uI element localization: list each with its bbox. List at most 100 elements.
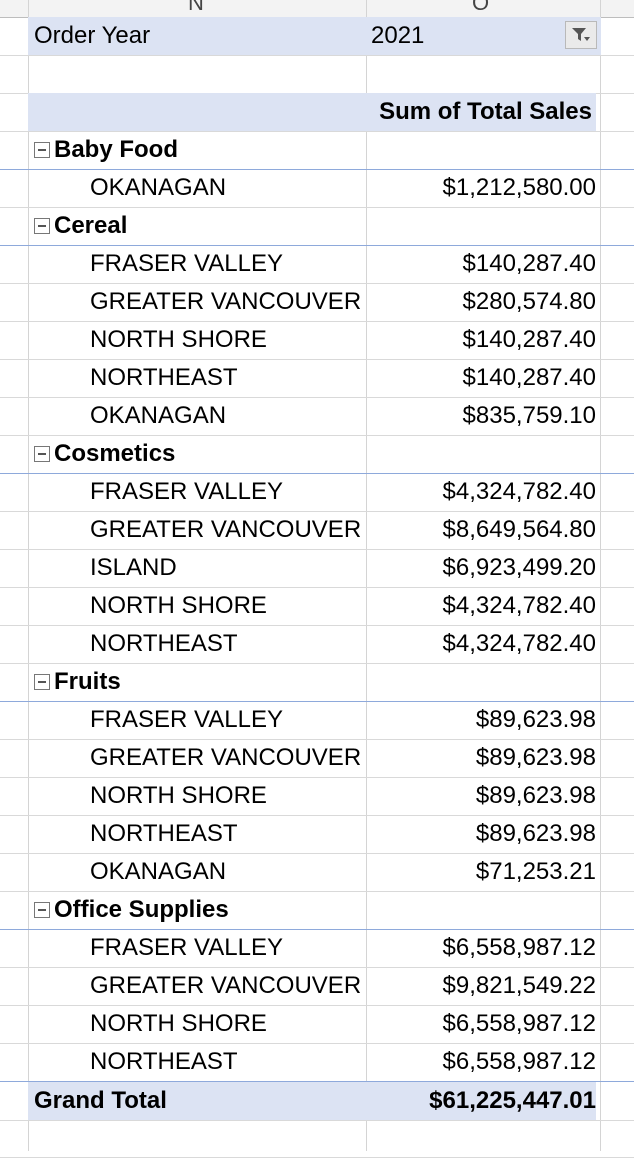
category-row: Cereal xyxy=(0,207,634,246)
category-row: Office Supplies xyxy=(0,891,634,930)
category-name: Cereal xyxy=(54,212,128,239)
sales-value[interactable]: $1,212,580.00 xyxy=(442,174,596,201)
region-label[interactable]: NORTH SHORE xyxy=(90,326,267,353)
sales-value[interactable]: $9,821,549.22 xyxy=(442,972,596,999)
category-name: Fruits xyxy=(54,668,121,695)
region-label[interactable]: GREATER VANCOUVER xyxy=(90,516,362,543)
sales-value[interactable]: $6,558,987.12 xyxy=(442,1048,596,1075)
region-label[interactable]: FRASER VALLEY xyxy=(90,250,283,277)
region-label[interactable]: NORTHEAST xyxy=(90,820,238,847)
category-row: Baby Food xyxy=(0,131,634,170)
region-label[interactable]: OKANAGAN xyxy=(90,858,227,885)
filter-dropdown-icon xyxy=(572,28,590,41)
region-label[interactable]: GREATER VANCOUVER xyxy=(90,972,362,999)
category-row: Fruits xyxy=(0,663,634,702)
region-row: NORTH SHORE $89,623.98 xyxy=(0,777,634,816)
filter-dropdown-button[interactable] xyxy=(565,21,597,49)
region-row: NORTHEAST $89,623.98 xyxy=(0,815,634,854)
category-label-cell[interactable]: Baby Food xyxy=(28,131,372,169)
collapse-minus-icon[interactable] xyxy=(34,218,50,234)
region-label[interactable]: NORTHEAST xyxy=(90,630,238,657)
blank-row xyxy=(0,1119,634,1158)
gridline xyxy=(366,0,367,1151)
region-label[interactable]: GREATER VANCOUVER xyxy=(90,744,362,771)
region-row: FRASER VALLEY $4,324,782.40 xyxy=(0,473,634,512)
region-row: FRASER VALLEY $89,623.98 xyxy=(0,701,634,740)
sales-value[interactable]: $89,623.98 xyxy=(475,744,596,771)
collapse-minus-icon[interactable] xyxy=(34,142,50,158)
region-label[interactable]: NORTHEAST xyxy=(90,364,238,391)
filter-label[interactable]: Order Year xyxy=(28,17,372,55)
region-label[interactable]: OKANAGAN xyxy=(90,174,227,201)
region-label[interactable]: OKANAGAN xyxy=(90,402,227,429)
sales-value[interactable]: $4,324,782.40 xyxy=(442,630,596,657)
sales-value[interactable]: $6,558,987.12 xyxy=(442,934,596,961)
collapse-minus-icon[interactable] xyxy=(34,674,50,690)
blank-row xyxy=(0,55,634,94)
row-labels-header[interactable] xyxy=(28,93,366,131)
sales-value[interactable]: $140,287.40 xyxy=(462,250,596,277)
region-row: NORTHEAST $6,558,987.12 xyxy=(0,1043,634,1082)
sales-value[interactable]: $89,623.98 xyxy=(475,820,596,847)
pivot-header-row: Sum of Total Sales xyxy=(0,93,634,132)
region-label[interactable]: ISLAND xyxy=(90,554,177,581)
category-name: Cosmetics xyxy=(54,440,176,467)
sales-value[interactable]: $89,623.98 xyxy=(475,706,596,733)
grand-total-value[interactable]: $61,225,447.01 xyxy=(366,1082,596,1120)
region-row: NORTH SHORE $140,287.40 xyxy=(0,321,634,360)
region-label[interactable]: NORTH SHORE xyxy=(90,1010,267,1037)
gridline xyxy=(28,0,29,1151)
category-name: Office Supplies xyxy=(54,896,229,923)
category-label-cell[interactable]: Cereal xyxy=(28,207,372,245)
region-row: GREATER VANCOUVER $89,623.98 xyxy=(0,739,634,778)
region-label[interactable]: FRASER VALLEY xyxy=(90,934,283,961)
column-header-strip: N O xyxy=(0,0,634,18)
sales-value[interactable]: $835,759.10 xyxy=(462,402,596,429)
sales-value[interactable]: $71,253.21 xyxy=(475,858,596,885)
grand-total-row: Grand Total $61,225,447.01 xyxy=(0,1081,634,1121)
region-row: NORTHEAST $4,324,782.40 xyxy=(0,625,634,664)
region-label[interactable]: NORTH SHORE xyxy=(90,592,267,619)
region-label[interactable]: GREATER VANCOUVER xyxy=(90,288,362,315)
gridline xyxy=(600,0,601,1151)
sales-value[interactable]: $8,649,564.80 xyxy=(442,516,596,543)
region-row: NORTH SHORE $4,324,782.40 xyxy=(0,587,634,626)
report-filter-row: Order Year 2021 xyxy=(0,17,634,56)
region-row: OKANAGAN $835,759.10 xyxy=(0,397,634,436)
grand-total-label[interactable]: Grand Total xyxy=(28,1082,372,1120)
sales-value[interactable]: $280,574.80 xyxy=(462,288,596,315)
region-row: GREATER VANCOUVER $8,649,564.80 xyxy=(0,511,634,550)
sales-value[interactable]: $140,287.40 xyxy=(462,326,596,353)
sales-value[interactable]: $6,923,499.20 xyxy=(442,554,596,581)
sales-value[interactable]: $4,324,782.40 xyxy=(442,478,596,505)
category-name: Baby Food xyxy=(54,136,178,163)
value-field-header[interactable]: Sum of Total Sales xyxy=(366,93,596,131)
region-row: NORTH SHORE $6,558,987.12 xyxy=(0,1005,634,1044)
region-row: GREATER VANCOUVER $280,574.80 xyxy=(0,283,634,322)
sales-value[interactable]: $6,558,987.12 xyxy=(442,1010,596,1037)
category-label-cell[interactable]: Fruits xyxy=(28,663,372,701)
region-row: OKANAGAN $71,253.21 xyxy=(0,853,634,892)
column-header-o[interactable]: O xyxy=(472,0,490,15)
sales-value[interactable]: $140,287.40 xyxy=(462,364,596,391)
category-row: Cosmetics xyxy=(0,435,634,474)
category-label-cell[interactable]: Cosmetics xyxy=(28,435,372,473)
region-row: NORTHEAST $140,287.40 xyxy=(0,359,634,398)
region-label[interactable]: NORTHEAST xyxy=(90,1048,238,1075)
region-row: FRASER VALLEY $140,287.40 xyxy=(0,245,634,284)
region-row: FRASER VALLEY $6,558,987.12 xyxy=(0,929,634,968)
region-label[interactable]: FRASER VALLEY xyxy=(90,706,283,733)
filter-value[interactable]: 2021 xyxy=(366,17,601,55)
region-row: OKANAGAN $1,212,580.00 xyxy=(0,169,634,208)
region-label[interactable]: NORTH SHORE xyxy=(90,782,267,809)
category-label-cell[interactable]: Office Supplies xyxy=(28,891,372,929)
region-row: GREATER VANCOUVER $9,821,549.22 xyxy=(0,967,634,1006)
collapse-minus-icon[interactable] xyxy=(34,902,50,918)
region-row: ISLAND $6,923,499.20 xyxy=(0,549,634,588)
sales-value[interactable]: $4,324,782.40 xyxy=(442,592,596,619)
sales-value[interactable]: $89,623.98 xyxy=(475,782,596,809)
column-header-n[interactable]: N xyxy=(188,0,204,15)
region-label[interactable]: FRASER VALLEY xyxy=(90,478,283,505)
collapse-minus-icon[interactable] xyxy=(34,446,50,462)
